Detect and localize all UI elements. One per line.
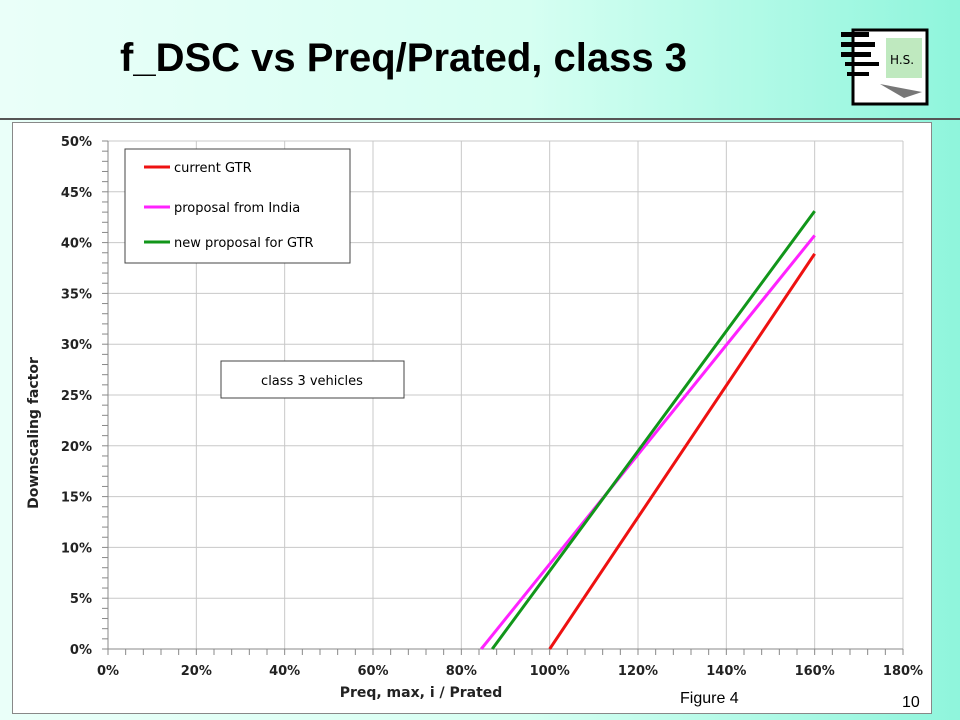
figure-caption: Figure 4	[680, 690, 739, 707]
series-line-proposal-india	[480, 234, 816, 650]
logo-text: H.S.	[890, 53, 914, 67]
legend-label-new-proposal: new proposal for GTR	[174, 236, 314, 251]
x-tick-label: 160%	[795, 664, 835, 679]
minor-ticks	[102, 140, 904, 655]
x-tick-label: 100%	[530, 664, 570, 679]
y-tick-label: 40%	[61, 237, 92, 252]
title-divider	[0, 118, 960, 120]
y-tick-label: 25%	[61, 389, 92, 404]
page-title: f_DSC vs Preq/Prated, class 3	[120, 36, 687, 80]
x-tick-label: 180%	[883, 664, 923, 679]
annotation-box: class 3 vehicles	[220, 360, 405, 399]
legend-label-current-gtr: current GTR	[174, 161, 252, 176]
y-tick-label: 10%	[61, 541, 92, 556]
series-line-new-proposal	[491, 210, 816, 650]
logo: H.S.	[841, 28, 929, 106]
x-tick-label: 140%	[706, 664, 746, 679]
x-tick-label: 120%	[618, 664, 658, 679]
y-tick-label: 5%	[70, 592, 92, 607]
slide-number: 10	[902, 694, 920, 711]
x-axis-title: Preq, max, i / Prated	[340, 685, 503, 701]
x-tick-label: 60%	[357, 664, 388, 679]
y-tick-label: 20%	[61, 440, 92, 455]
y-tick-label: 45%	[61, 186, 92, 201]
legend: current GTR proposal from India new prop…	[124, 148, 351, 264]
legend-label-proposal-india: proposal from India	[174, 201, 300, 216]
series-layer	[480, 210, 816, 650]
x-tick-label: 0%	[97, 664, 119, 679]
y-tick-label: 35%	[61, 287, 92, 302]
chart-svg: 0% 20% 40% 60% 80% 100% 120% 140% 160% 180% 0% 5% 10…	[26, 135, 923, 701]
annotation-label: class 3 vehicles	[261, 374, 363, 389]
y-tick-label: 0%	[70, 643, 92, 658]
tick-labels: 0% 20% 40% 60% 80% 100% 120% 140% 160% 180% 0% 5% 10…	[61, 135, 923, 679]
y-tick-label: 50%	[61, 135, 92, 150]
x-tick-label: 80%	[446, 664, 477, 679]
y-tick-label: 15%	[61, 491, 92, 506]
series-line-current-gtr	[548, 252, 816, 650]
x-tick-label: 20%	[181, 664, 212, 679]
y-tick-label: 30%	[61, 338, 92, 353]
chart-area: 0% 20% 40% 60% 80% 100% 120% 140% 160% 180% 0% 5% 10…	[12, 122, 932, 714]
y-axis-title: Downscaling factor	[26, 357, 42, 509]
x-tick-label: 40%	[269, 664, 300, 679]
